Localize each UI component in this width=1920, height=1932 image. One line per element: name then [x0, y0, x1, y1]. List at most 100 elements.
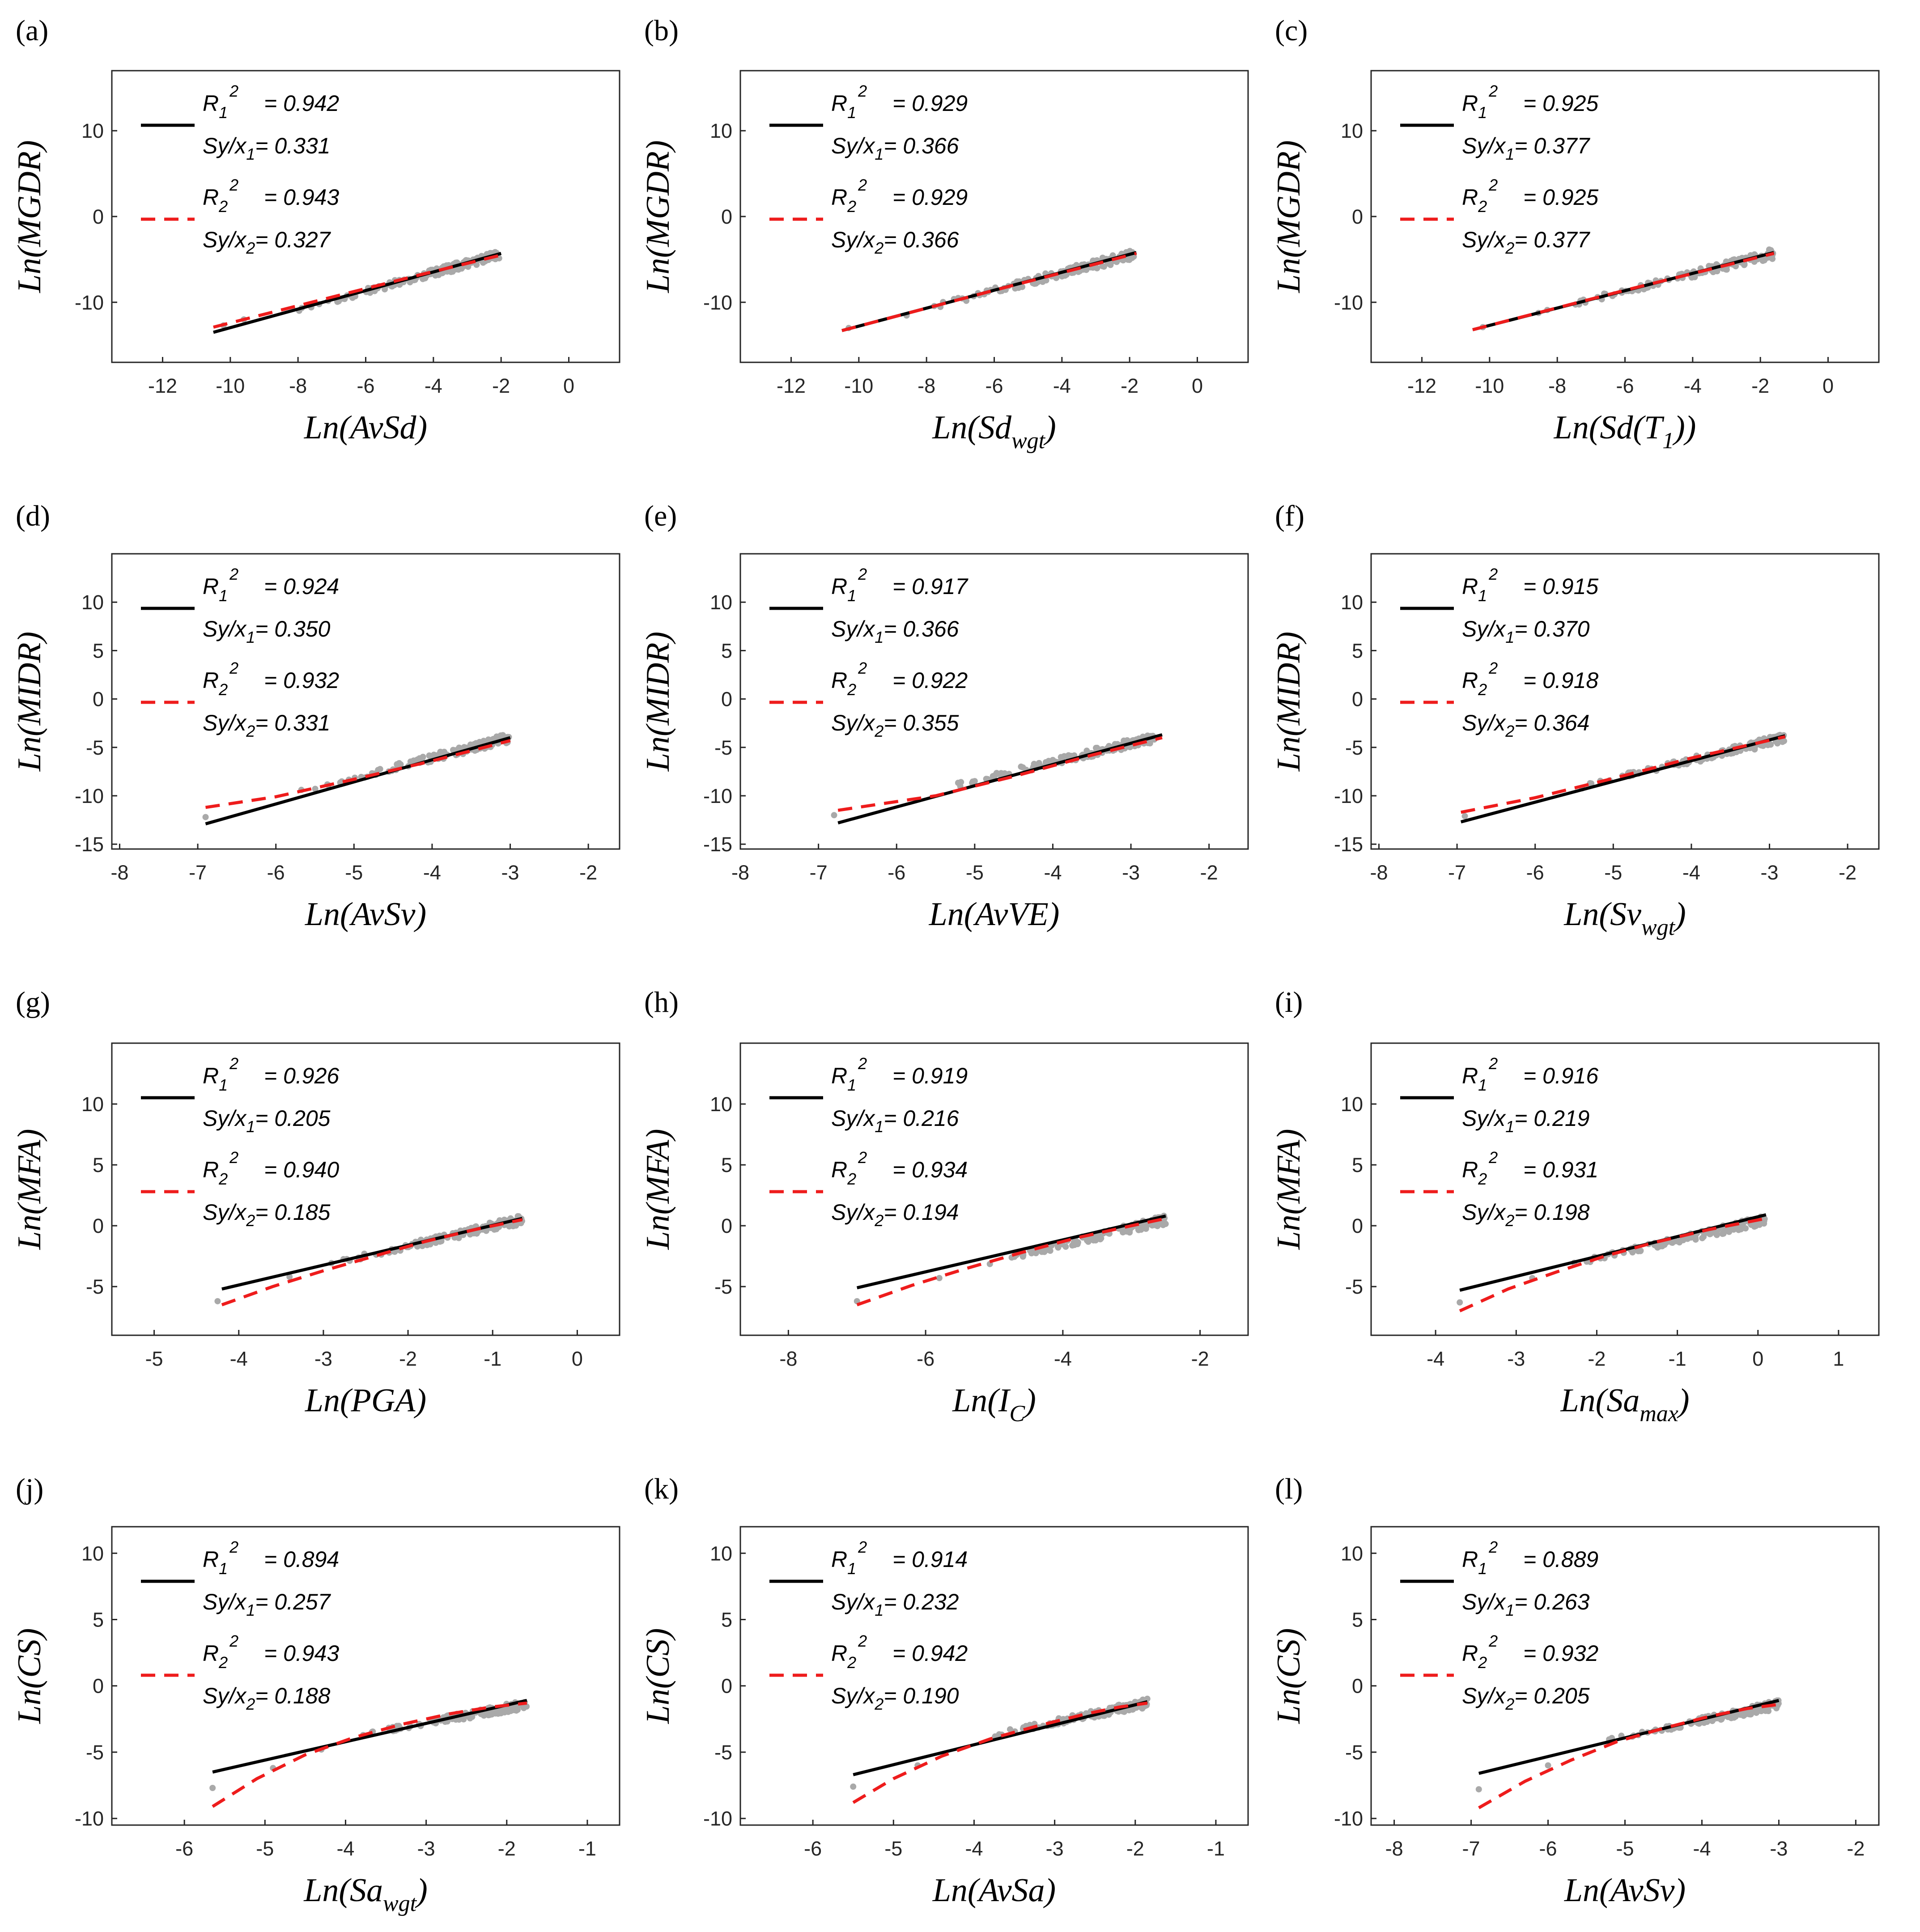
x-tick-label: -2: [1847, 1837, 1865, 1860]
fit-line-linear: [213, 252, 502, 334]
x-tick-label: -5: [256, 1837, 274, 1860]
x-tick-label: 0: [1822, 374, 1834, 397]
scatter-point: [214, 1298, 221, 1304]
fit-line-nonlinear: [213, 253, 501, 329]
scatter-point: [1461, 813, 1468, 820]
x-tick-label: -2: [492, 374, 510, 397]
y-tick-label: 10: [81, 1093, 104, 1116]
panel-label: (h): [644, 986, 679, 1019]
scatter-point: [480, 1712, 487, 1719]
plot-area: [111, 553, 620, 850]
scatter-point: [850, 1783, 857, 1790]
x-tick-label: -4: [1682, 861, 1700, 884]
y-tick-label: 10: [710, 591, 732, 614]
scatter-point: [1709, 1718, 1716, 1724]
y-axis-label: Ln(CS): [11, 1628, 48, 1724]
x-tick-label: -2: [1200, 861, 1218, 884]
x-tick-label: -4: [1693, 1837, 1711, 1860]
y-tick-label: 5: [721, 1154, 732, 1176]
fit-line-nonlinear: [1459, 1217, 1767, 1312]
y-axis-label: Ln(MFA): [11, 1129, 48, 1250]
x-tick-label: -4: [1427, 1347, 1444, 1370]
fit-line-nonlinear: [212, 1701, 527, 1808]
panel-label: (g): [16, 986, 50, 1019]
scatter-point: [1710, 269, 1716, 276]
panel-label: (c): [1275, 14, 1308, 47]
y-axis-label: Ln(MFA): [1270, 1129, 1307, 1250]
x-tick-label: -2: [498, 1837, 516, 1860]
x-tick-label: -6: [175, 1837, 193, 1860]
scatter-point: [375, 767, 382, 773]
legend-r-squared-value: = 0.894: [264, 1547, 339, 1572]
x-tick-label: -5: [1616, 1837, 1634, 1860]
scatter-point: [1062, 1244, 1069, 1250]
x-axis-label: Ln(AvVE): [929, 896, 1060, 933]
x-axis-label: Ln(AvSa): [932, 1872, 1056, 1909]
legend-std-error: Sy/x2= 0.355: [831, 710, 959, 740]
legend-r-squared-value: = 0.934: [892, 1157, 968, 1182]
scatter-point: [1019, 284, 1026, 290]
x-tick-label: -4: [1054, 1347, 1072, 1370]
scatter-point: [1043, 277, 1049, 284]
x-tick-label: -8: [110, 861, 128, 884]
scatter-point: [1065, 752, 1071, 759]
x-tick-label: -8: [1548, 374, 1566, 397]
legend-r-squared-value: = 0.932: [264, 668, 339, 693]
y-tick-label: 5: [1352, 1609, 1363, 1631]
y-tick-label: -5: [86, 736, 104, 759]
y-tick-label: -10: [703, 785, 732, 807]
y-tick-label: -5: [1345, 1741, 1363, 1764]
legend-r-squared-value: = 0.932: [1523, 1641, 1598, 1666]
fit-line-linear: [853, 1700, 1148, 1776]
legend-r-squared-value: = 0.929: [892, 185, 968, 210]
y-tick-label: 10: [81, 119, 104, 142]
legend-std-error: Sy/x1= 0.205: [203, 1106, 331, 1136]
x-tick-label: -7: [1448, 861, 1466, 884]
fit-line-nonlinear: [1472, 252, 1775, 331]
scatter-point: [1696, 1720, 1703, 1727]
scatter-point: [1457, 1299, 1463, 1306]
fit-line-nonlinear: [205, 739, 511, 809]
x-tick-label: -4: [425, 374, 442, 397]
x-tick-label: -6: [888, 861, 905, 884]
scatter-point: [1767, 741, 1774, 748]
scatter-point: [505, 1708, 511, 1715]
x-axis-label: Ln(AvSv): [305, 896, 426, 933]
scatter-point: [202, 814, 209, 820]
scatter-point: [1769, 255, 1776, 262]
y-tick-label: 10: [81, 1542, 104, 1565]
y-tick-label: 10: [1341, 591, 1363, 614]
legend-std-error: Sy/x2= 0.194: [831, 1200, 959, 1230]
fit-line-nonlinear: [837, 736, 1163, 812]
legend-r-squared-value: = 0.914: [892, 1547, 968, 1572]
y-axis-label: Ln(MGDR): [11, 140, 48, 293]
scatter-point: [1588, 780, 1595, 787]
legend-r-squared-value: = 0.918: [1523, 668, 1598, 693]
x-tick-label: -3: [1770, 1837, 1788, 1860]
scatter-point: [1120, 1229, 1126, 1236]
plot-area: [1370, 70, 1880, 363]
x-tick-label: 0: [563, 374, 574, 397]
legend-std-error: Sy/x2= 0.327: [203, 227, 331, 257]
scatter-point: [1032, 1250, 1039, 1257]
x-tick-label: -4: [1684, 374, 1702, 397]
x-tick-label: -10: [844, 374, 873, 397]
scatter-point: [1545, 1762, 1551, 1769]
y-tick-label: 0: [93, 205, 104, 228]
panel-label: (a): [16, 14, 48, 47]
x-tick-label: -4: [965, 1837, 983, 1860]
x-tick-label: -2: [1751, 374, 1769, 397]
legend-std-error: Sy/x2= 0.205: [1462, 1683, 1590, 1713]
plot-area: [739, 1526, 1249, 1826]
y-tick-label: -5: [1345, 1275, 1363, 1298]
scatter-point: [1107, 260, 1113, 267]
x-tick-label: -4: [230, 1347, 248, 1370]
x-tick-label: -1: [1669, 1347, 1686, 1370]
scatter-point: [831, 812, 837, 819]
x-axis-label: Ln(AvSv): [1564, 1872, 1686, 1909]
panel-label: (f): [1275, 500, 1304, 532]
y-tick-label: -15: [75, 833, 104, 856]
